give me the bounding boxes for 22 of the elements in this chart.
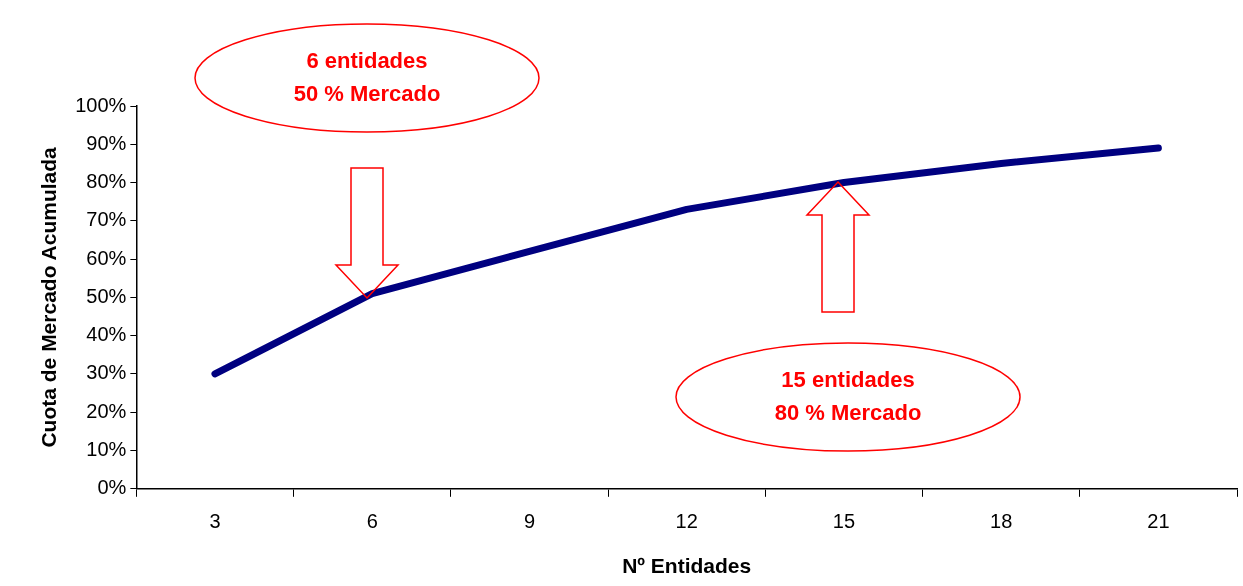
y-tick-label: 50% [86, 284, 127, 307]
x-tick-label: 3 [209, 510, 221, 533]
y-tick-label: 40% [86, 323, 127, 346]
y-tick-label: 0% [97, 476, 127, 499]
y-tick-label: 80% [86, 170, 127, 193]
y-tick-label: 30% [86, 361, 127, 384]
x-tick-label: 15 [832, 510, 856, 533]
x-tick-label: 21 [1147, 510, 1170, 533]
y-tick-label: 100% [75, 93, 127, 116]
x-tick-label: 12 [675, 510, 698, 533]
annotation: 15 entidades 80 % Mercado [774, 366, 922, 425]
y-tick-label: 10% [86, 438, 127, 461]
y-axis-title: Cuota de Mercado Acumulada [37, 146, 61, 448]
y-tick-label: 20% [86, 399, 127, 422]
text: 6 entidades 50 % Mercado [293, 47, 441, 106]
y-tick-label: 90% [86, 131, 127, 154]
x-tick-label: 9 [523, 510, 535, 533]
x-tick-label: 18 [990, 510, 1013, 533]
x-axis-title: Nº Entidades [622, 554, 752, 578]
y-tick-label: 60% [86, 246, 127, 269]
x-tick-label: 6 [366, 510, 378, 533]
y-tick-label: 70% [86, 208, 127, 231]
